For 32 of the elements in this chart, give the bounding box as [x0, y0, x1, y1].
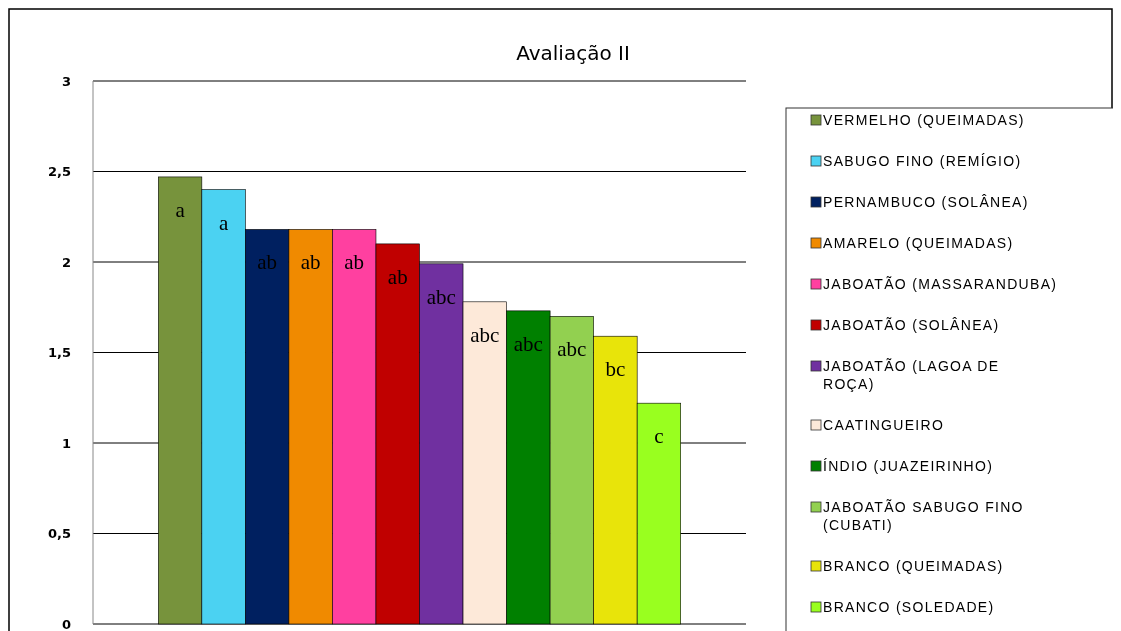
data-label: abc — [426, 284, 456, 309]
data-label: c — [654, 424, 664, 449]
data-label: ab — [344, 250, 365, 275]
legend-label: AMARELO (QUEIMADAS) — [823, 235, 1014, 251]
y-tick-label: 0,5 — [47, 526, 71, 542]
y-tick-label: 0 — [61, 616, 71, 631]
legend-label: VERMELHO (QUEIMADAS) — [823, 112, 1025, 128]
legend-label: BRANCO (SOLEDADE) — [823, 599, 995, 615]
data-label: a — [175, 197, 186, 222]
data-label: abc — [557, 337, 587, 362]
y-tick-label: 2,5 — [47, 164, 71, 180]
legend-label: JABOATÃO (LAGOA DE ROÇA) — [823, 358, 1000, 392]
data-label: ab — [300, 250, 321, 275]
legend-label: SABUGO FINO (REMÍGIO) — [823, 153, 1022, 169]
chart-title: Avaliação II — [516, 41, 630, 65]
y-tick-label: 2 — [61, 254, 71, 270]
data-label: ab — [257, 250, 278, 275]
legend-label: JABOATÃO (SOLÂNEA) — [823, 317, 1000, 333]
legend-label: ÍNDIO (JUAZEIRINHO) — [823, 458, 994, 474]
data-label: abc — [470, 322, 500, 347]
legend-label: BRANCO (QUEIMADAS) — [823, 558, 1004, 574]
data-label: ab — [387, 264, 408, 289]
y-tick-label: 3 — [61, 73, 71, 89]
y-tick-label: 1,5 — [47, 345, 71, 361]
legend-label: PERNAMBUCO (SOLÂNEA) — [823, 194, 1029, 210]
data-label: a — [218, 210, 229, 235]
legend-label: JABOATÃO SABUGO FINO (CUBATI) — [823, 499, 1024, 533]
legend-label: JABOATÃO (MASSARANDUBA) — [823, 276, 1058, 292]
data-label: bc — [605, 357, 626, 382]
legend-label: CAATINGUEIRO — [823, 417, 945, 433]
y-tick-label: 1 — [61, 435, 71, 451]
data-label: abc — [513, 331, 543, 356]
